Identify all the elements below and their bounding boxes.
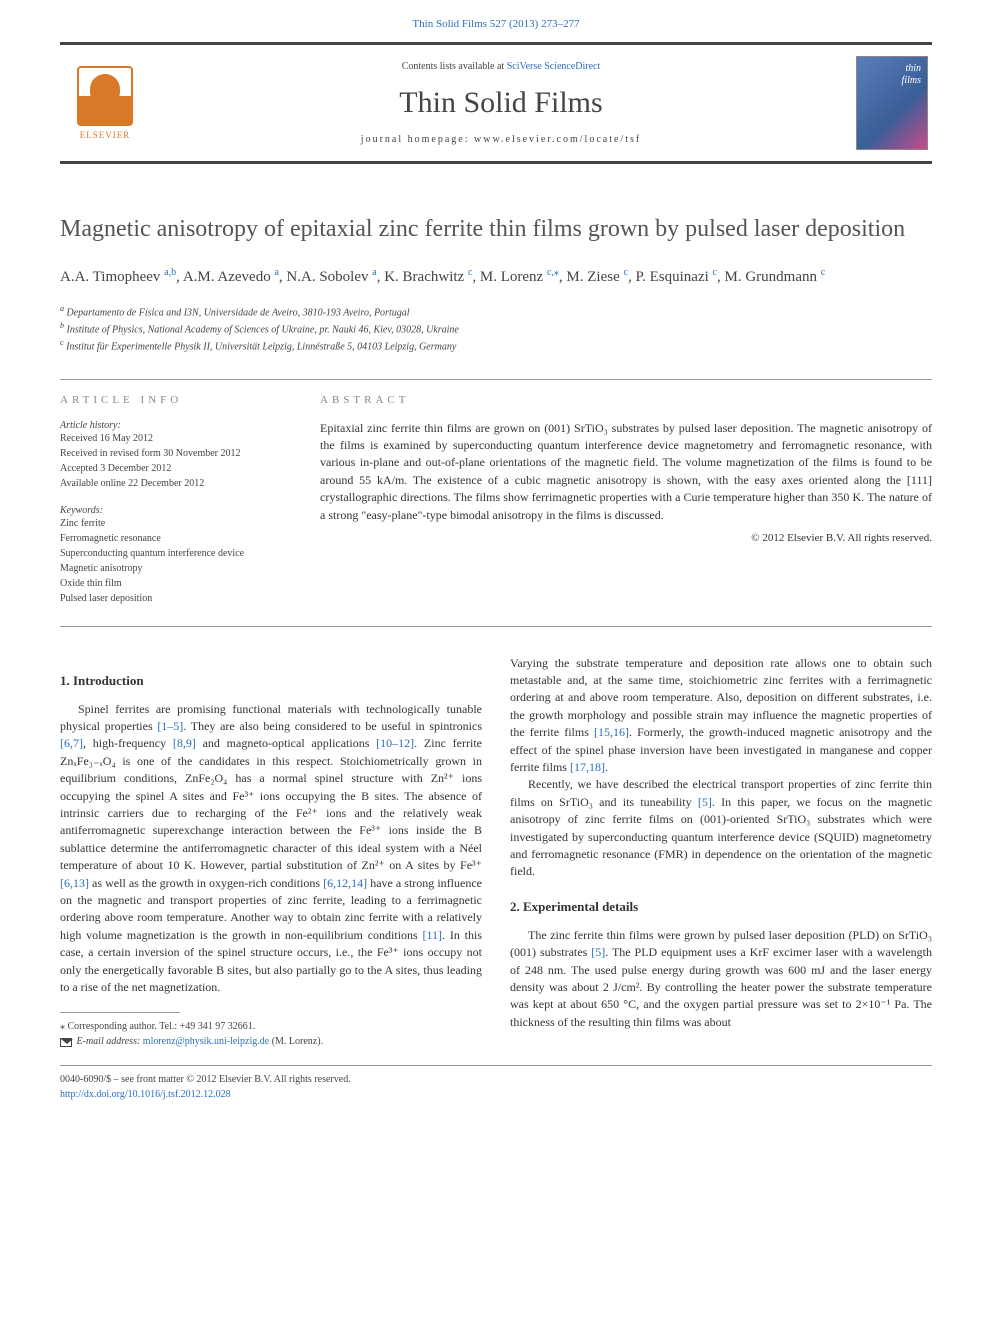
- top-citation: Thin Solid Films 527 (2013) 273–277: [0, 0, 992, 42]
- body-columns: 1. Introduction Spinel ferrites are prom…: [60, 655, 932, 1050]
- paragraph: The zinc ferrite thin films were grown b…: [510, 927, 932, 1031]
- elsevier-tree-icon: [77, 66, 133, 126]
- mail-icon: [60, 1038, 72, 1047]
- paragraph: Spinel ferrites are promising functional…: [60, 701, 482, 997]
- section-title-exp: 2. Experimental details: [510, 899, 932, 915]
- footnote-divider: [60, 1012, 180, 1013]
- article-info-heading: ARTICLE INFO: [60, 394, 290, 406]
- corr-email-line: E-mail address: mlorenz@physik.uni-leipz…: [60, 1034, 482, 1049]
- paragraph: Recently, we have described the electric…: [510, 776, 932, 880]
- footer: 0040-6090/$ – see front matter © 2012 El…: [60, 1065, 932, 1102]
- journal-cover: [852, 53, 932, 153]
- doi-link[interactable]: http://dx.doi.org/10.1016/j.tsf.2012.12.…: [60, 1087, 932, 1102]
- elsevier-label: ELSEVIER: [80, 130, 131, 140]
- issn-line: 0040-6090/$ – see front matter © 2012 El…: [60, 1072, 932, 1087]
- keywords-label: Keywords:: [60, 505, 290, 516]
- article-info-left: ARTICLE INFO Article history: Received 1…: [60, 394, 290, 606]
- cover-thumbnail-icon: [856, 56, 928, 150]
- corr-email-link[interactable]: mlorenz@physik.uni-leipzig.de: [143, 1036, 269, 1047]
- section-title-intro: 1. Introduction: [60, 673, 482, 689]
- article-title: Magnetic anisotropy of epitaxial zinc fe…: [60, 214, 932, 245]
- history-label: Article history:: [60, 420, 290, 431]
- history-body: Received 16 May 2012Received in revised …: [60, 431, 290, 491]
- abstract-heading: ABSTRACT: [320, 394, 932, 406]
- keywords-body: Zinc ferriteFerromagnetic resonanceSuper…: [60, 516, 290, 606]
- column-right: Varying the substrate temperature and de…: [510, 655, 932, 1050]
- abstract-column: ABSTRACT Epitaxial zinc ferrite thin fil…: [320, 394, 932, 606]
- article-info-section: ARTICLE INFO Article history: Received 1…: [60, 379, 932, 627]
- header-center: Contents lists available at SciVerse Sci…: [150, 61, 852, 145]
- journal-name: Thin Solid Films: [150, 86, 852, 120]
- journal-header: ELSEVIER Contents lists available at Sci…: [60, 42, 932, 164]
- abstract-text: Epitaxial zinc ferrite thin films are gr…: [320, 420, 932, 524]
- corresponding-footnote: ⁎ Corresponding author. Tel.: +49 341 97…: [60, 1019, 482, 1049]
- journal-homepage: journal homepage: www.elsevier.com/locat…: [150, 134, 852, 145]
- corr-author-line: ⁎ Corresponding author. Tel.: +49 341 97…: [60, 1019, 482, 1034]
- scidirect-link[interactable]: SciVerse ScienceDirect: [507, 61, 601, 72]
- copyright-line: © 2012 Elsevier B.V. All rights reserved…: [320, 532, 932, 544]
- citation-link[interactable]: Thin Solid Films 527 (2013) 273–277: [412, 18, 579, 30]
- contents-line: Contents lists available at SciVerse Sci…: [150, 61, 852, 72]
- elsevier-logo: ELSEVIER: [60, 53, 150, 153]
- column-left: 1. Introduction Spinel ferrites are prom…: [60, 655, 482, 1050]
- author-list: A.A. Timopheev a,b, A.M. Azevedo a, N.A.…: [60, 265, 932, 289]
- article: Magnetic anisotropy of epitaxial zinc fe…: [60, 214, 932, 1049]
- affiliations: a Departamento de Física and I3N, Univer…: [60, 303, 932, 355]
- paragraph: Varying the substrate temperature and de…: [510, 655, 932, 777]
